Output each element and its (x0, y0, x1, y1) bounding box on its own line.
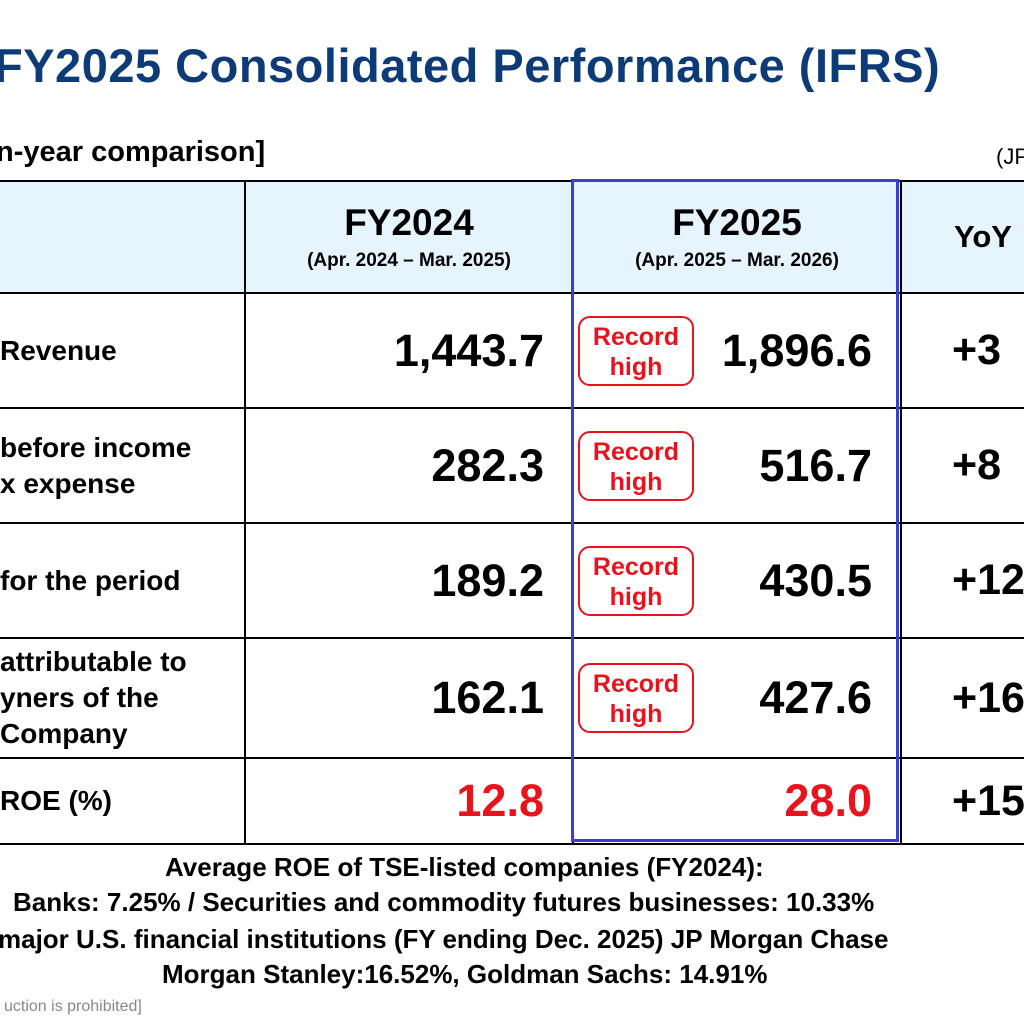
header-yoy: YoY (900, 180, 1024, 294)
fy2025-value: 28.0 (784, 775, 872, 826)
yoy-value: +16 (900, 637, 1024, 759)
row-label-line: before income (0, 431, 192, 463)
fy2025-cell: Record high 516.7 (572, 407, 902, 524)
row-label: for the period (0, 522, 246, 639)
row-label-line: for the period (0, 564, 181, 596)
badge-text-line: Record (592, 552, 680, 581)
row-label: ROE (%) (0, 757, 246, 845)
fy2025-cell: Record high 1,896.6 (572, 292, 902, 409)
badge-text-line: high (609, 352, 663, 381)
section-subheading: n-year comparison] (0, 136, 266, 168)
record-high-badge: Record high (578, 545, 694, 616)
fy2025-value: 516.7 (759, 439, 872, 491)
yoy-value: +8 (900, 407, 1024, 524)
table-row: ROE (%) 12.8 28.0 +15 (0, 757, 1024, 845)
note-line: Banks: 7.25% / Securities and commodity … (13, 887, 875, 917)
fy2025-value: 1,896.6 (721, 324, 872, 376)
header-fy2024-period: (Apr. 2024 – Mar. 2025) (307, 250, 511, 271)
row-label-line: attributable to (0, 646, 187, 677)
fy2025-value: 427.6 (759, 672, 872, 723)
yoy-value: +15 (900, 757, 1024, 845)
badge-text-line: high (609, 582, 663, 611)
row-label-line: yners of the (0, 682, 159, 713)
copyright-footer: uction is prohibited] (4, 998, 142, 1015)
row-label-line: Revenue (0, 334, 117, 366)
fy2025-cell: Record high 430.5 (572, 522, 902, 639)
fy2025-cell: 28.0 (572, 757, 902, 845)
table-row: attributable to yners of the Company 162.1 R… (0, 637, 1024, 759)
badge-text-line: Record (592, 322, 680, 351)
row-label-line: ROE (%) (0, 785, 112, 816)
fy2025-value: 430.5 (759, 554, 872, 606)
fy2024-value: 1,443.7 (244, 292, 574, 409)
table-row: before income x expense 282.3 Record high 516… (0, 407, 1024, 524)
fy2024-value: 189.2 (244, 522, 574, 639)
record-high-badge: Record high (578, 315, 694, 386)
badge-text-line: Record (592, 437, 680, 466)
note-line: Average ROE of TSE-listed companies (FY2… (165, 852, 764, 882)
row-label: before income x expense (0, 407, 246, 524)
badge-text-line: high (609, 700, 663, 728)
table-row: Revenue 1,443.7 Record high 1,896.6 +3 (0, 292, 1024, 409)
performance-table: FY2024 (Apr. 2024 – Mar. 2025) FY2025 (A… (0, 180, 1024, 845)
header-fy2025-period: (Apr. 2025 – Mar. 2026) (635, 250, 839, 271)
header-fy2024: FY2024 (Apr. 2024 – Mar. 2025) (244, 180, 574, 294)
badge-text-line: Record (592, 670, 680, 698)
header-fy2025: FY2025 (Apr. 2025 – Mar. 2026) (572, 180, 902, 294)
header-blank-cell (0, 180, 246, 294)
badge-text-line: high (609, 467, 663, 496)
yoy-value: +12 (900, 522, 1024, 639)
page-title: FY2025 Consolidated Performance (IFRS) (0, 39, 941, 92)
fy2024-value: 12.8 (244, 757, 574, 845)
fy2024-value: 162.1 (244, 637, 574, 759)
note-line: Morgan Stanley:16.52%, Goldman Sachs: 14… (162, 959, 768, 989)
unit-label: (JP (996, 144, 1024, 169)
record-high-badge: Record high (578, 430, 694, 501)
row-label-line: Company (0, 718, 128, 749)
fy2024-value: 282.3 (244, 407, 574, 524)
header-fy2024-title: FY2024 (344, 202, 474, 243)
table-header-row: FY2024 (Apr. 2024 – Mar. 2025) FY2025 (A… (0, 180, 1024, 294)
header-fy2025-title: FY2025 (672, 202, 802, 243)
table-row: for the period 189.2 Record high 430.5 +12 (0, 522, 1024, 639)
yoy-value: +3 (900, 292, 1024, 409)
fy2025-cell: Record high 427.6 (572, 637, 902, 759)
record-high-badge: Record high (578, 663, 694, 733)
row-label-line: x expense (0, 467, 136, 499)
row-label: Revenue (0, 292, 246, 409)
note-line: major U.S. financial institutions (FY en… (0, 924, 889, 954)
row-label: attributable to yners of the Company (0, 637, 246, 759)
